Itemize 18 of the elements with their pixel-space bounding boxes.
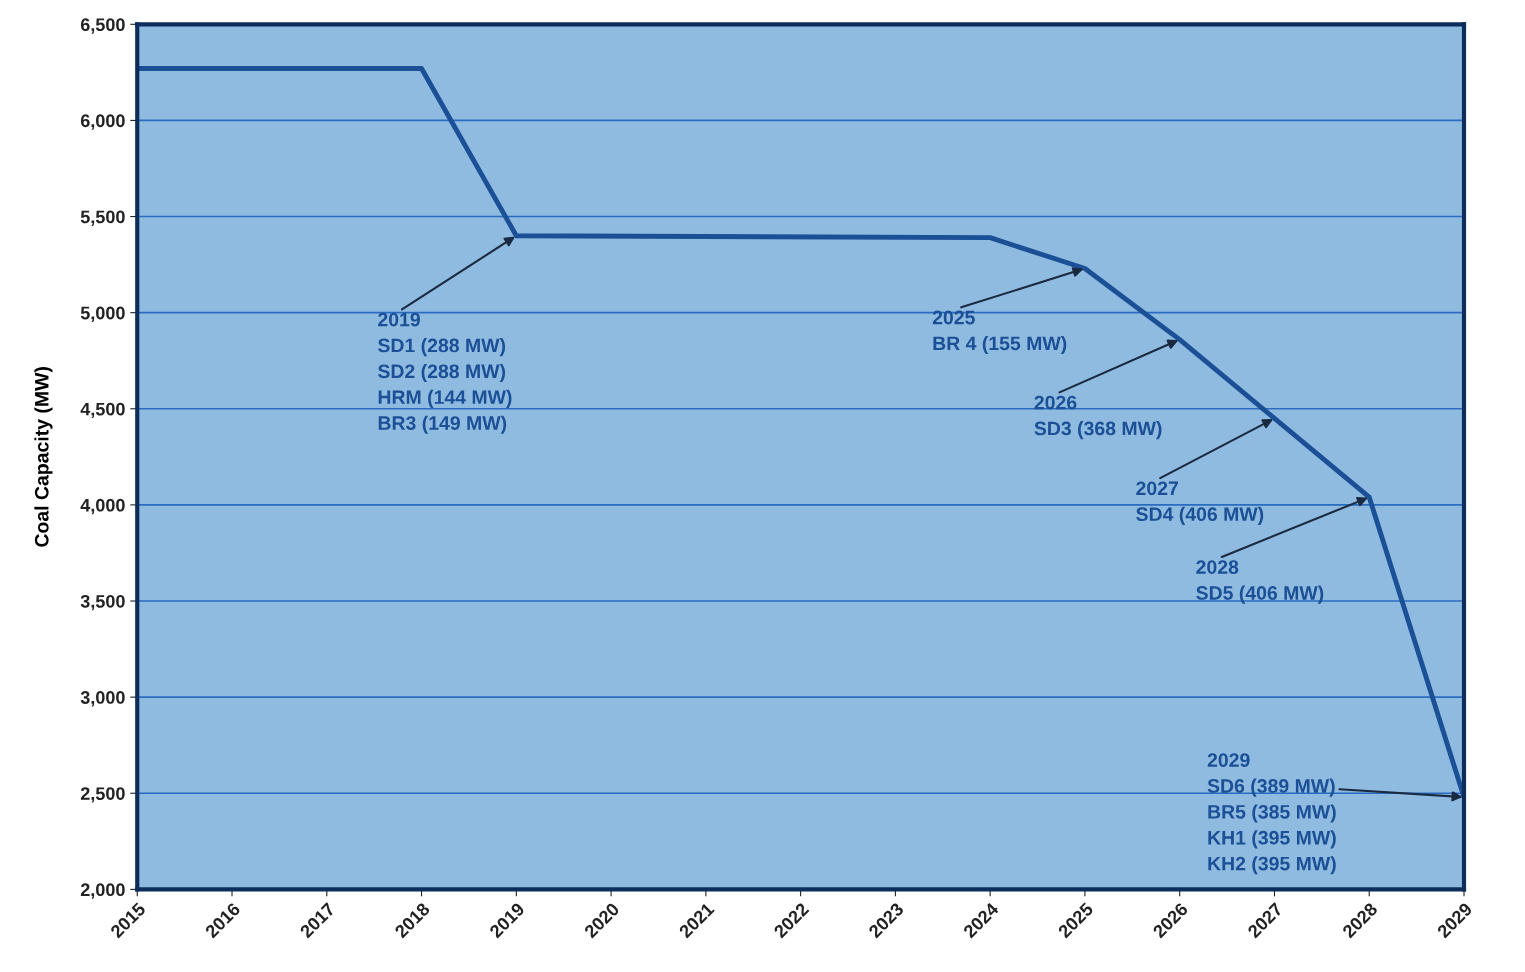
y-tick-label: 4,500 bbox=[80, 402, 125, 419]
y-tick-label: 2,500 bbox=[80, 787, 125, 803]
line-series bbox=[137, 66, 1464, 800]
y-tick-label: 3,000 bbox=[80, 691, 125, 707]
annotation: 2029 SD6 (389 MW) BR5 (385 MW) KH1 (395 MW) KH2 (395 MW) bbox=[1207, 753, 1336, 875]
y-tick-label: 5,500 bbox=[80, 210, 125, 226]
y-tick-label: 6,000 bbox=[80, 114, 125, 130]
annotation: 2019 SD1 (288 MW) SD2 (288 MW) HRM (144 MW) BR3 (149 MW) bbox=[377, 312, 512, 434]
annotation: 2026 SD3 (368 MW) bbox=[1034, 395, 1162, 440]
y-tick-label: 5,000 bbox=[80, 306, 125, 322]
y-tick-label: 2,000 bbox=[80, 883, 125, 899]
annotation: 2028 SD5 (406 MW) bbox=[1196, 560, 1324, 604]
y-axis-title: Coal Capacity (MW) bbox=[34, 367, 53, 547]
annotation: 2027 SD4 (406 MW) bbox=[1136, 481, 1264, 525]
y-tick-label: 3,500 bbox=[80, 594, 125, 611]
y-tick-label: 6,500 bbox=[80, 18, 125, 34]
y-tick-label: 4,000 bbox=[80, 498, 125, 515]
annotation: 2025 BR 4 (155 MW) bbox=[932, 310, 1067, 355]
